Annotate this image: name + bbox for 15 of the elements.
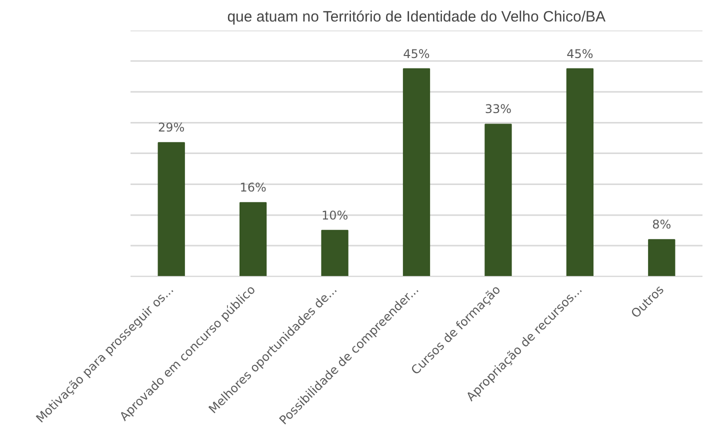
bar [321,230,348,276]
data-label: 45% [403,46,430,61]
chart-title: que atuam no Território de Identidade do Velho Chico/BA [227,8,606,26]
data-label: 29% [158,120,185,135]
data-label: 33% [484,102,512,116]
data-label: 10% [321,208,348,222]
data-label: 45% [566,46,594,61]
bar [158,142,185,276]
bar [648,239,676,276]
data-label: 8% [652,218,672,232]
bar [566,68,594,276]
bar [402,68,430,276]
data-label: 16% [240,180,266,195]
bar [484,124,512,276]
bar [239,202,267,276]
